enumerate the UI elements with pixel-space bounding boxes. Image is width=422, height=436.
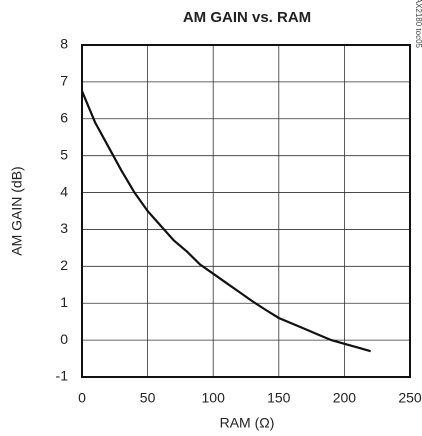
y-tick-label: 0 [60,331,68,347]
y-tick-label: 1 [60,294,68,310]
y-tick-label: 6 [60,109,68,125]
x-tick-label: 250 [398,390,422,406]
y-tick-label: 5 [60,146,68,162]
x-tick-label: 200 [333,390,357,406]
y-tick-label: 7 [60,73,68,89]
y-axis-label: AM GAIN (dB) [9,166,25,255]
y-tick-label: 3 [60,220,68,236]
data-line [80,90,371,353]
x-tick-label: 0 [78,390,86,406]
y-tick-label: 2 [60,257,68,273]
annotation: MAX2180 toc05 [414,0,422,49]
x-tick-label: 50 [140,390,156,406]
y-tick-label: 4 [60,183,68,199]
y-tick-label: -1 [56,368,69,384]
chart-title: AM GAIN vs. RAM [183,9,311,26]
y-tick-label: 8 [60,36,68,52]
x-axis-label: RAM (Ω) [220,415,275,431]
x-tick-label: 150 [267,390,291,406]
x-tick-label: 100 [202,390,226,406]
plot-frame [81,44,411,378]
